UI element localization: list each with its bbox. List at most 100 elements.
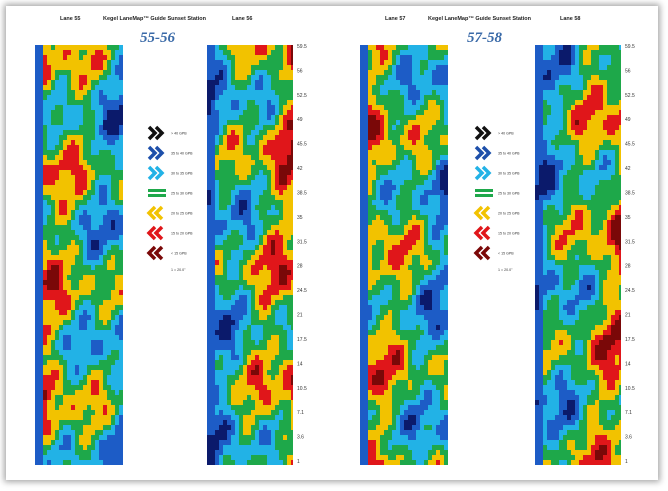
heat-cell [287,55,291,60]
heat-cell [43,170,47,175]
heat-cell [99,265,103,270]
axis-label: 10.5 [297,386,307,392]
heat-cell [71,315,75,320]
heat-cell [388,300,392,305]
heat-cell [67,60,71,65]
heat-cell [408,115,412,120]
heat-cell [388,70,392,75]
heat-cell [259,155,263,160]
heat-cell [392,45,396,50]
heat-cell [219,100,223,105]
heat-cell [119,265,123,270]
heat-cell [71,245,75,250]
heat-cell [360,105,364,110]
heat-cell [79,140,83,145]
heat-cell [360,300,364,305]
heat-cell [47,170,51,175]
heat-cell [376,275,380,280]
heat-cell [55,165,59,170]
heat-cell [271,275,275,280]
heat-cell [388,295,392,300]
heat-cell [211,305,215,310]
heat-cell [396,295,400,300]
heat-cell [95,210,99,215]
heat-cell [83,115,87,120]
heat-cell [67,50,71,55]
heat-cell [404,180,408,185]
heat-cell [59,450,63,455]
heat-cell [87,310,91,315]
heat-cell [368,250,372,255]
heat-cell [271,405,275,410]
heat-cell [440,315,444,320]
heat-cell [115,160,119,165]
heat-cell [424,160,428,165]
heat-cell [111,290,115,295]
heat-cell [243,415,247,420]
heat-cell [384,120,388,125]
heat-cell [444,145,448,150]
heat-cell [275,190,279,195]
heat-cell [115,425,119,430]
heat-cell [103,305,107,310]
heat-cell [95,170,99,175]
heat-cell [267,270,271,275]
heat-cell [368,80,372,85]
heat-cell [235,305,239,310]
heat-cell [388,85,392,90]
heat-cell [103,125,107,130]
heat-cell [47,215,51,220]
heat-cell [392,65,396,70]
heat-cell [219,360,223,365]
heat-cell [75,85,79,90]
heat-cell [424,295,428,300]
heat-cell [79,55,83,60]
heat-cell [243,65,247,70]
heat-cell [432,65,436,70]
heat-cell [247,310,251,315]
heat-cell [47,150,51,155]
heat-cell [55,405,59,410]
heat-cell [59,190,63,195]
heat-cell [376,110,380,115]
heat-cell [247,80,251,85]
heat-cell [47,55,51,60]
heat-cell [55,255,59,260]
heat-cell [87,230,91,235]
heat-cell [267,75,271,80]
heat-cell [119,80,123,85]
heat-cell [368,290,372,295]
heat-cell [111,430,115,435]
heat-cell [388,325,392,330]
heat-cell [251,340,255,345]
heat-cell [384,245,388,250]
heat-cell [59,270,63,275]
heat-cell [416,320,420,325]
heat-cell [99,85,103,90]
heat-cell [79,390,83,395]
heat-cell [247,195,251,200]
heat-cell [420,305,424,310]
heat-cell [235,205,239,210]
heat-cell [432,300,436,305]
heat-cell [255,435,259,440]
heat-cell [207,125,211,130]
heat-cell [368,225,372,230]
heat-cell [43,55,47,60]
heat-cell [211,245,215,250]
heat-cell [291,325,293,330]
heat-cell [55,55,59,60]
heat-cell [47,295,51,300]
heat-cell [111,50,115,55]
heat-cell [287,345,291,350]
heat-cell [259,55,263,60]
heat-cell [35,350,39,355]
heat-cell [111,355,115,360]
heat-cell [259,325,263,330]
heat-cell [408,220,412,225]
heat-cell [207,180,211,185]
legend-chevron [154,125,165,141]
heat-cell [291,55,293,60]
heat-cell [103,320,107,325]
heat-cell [380,150,384,155]
